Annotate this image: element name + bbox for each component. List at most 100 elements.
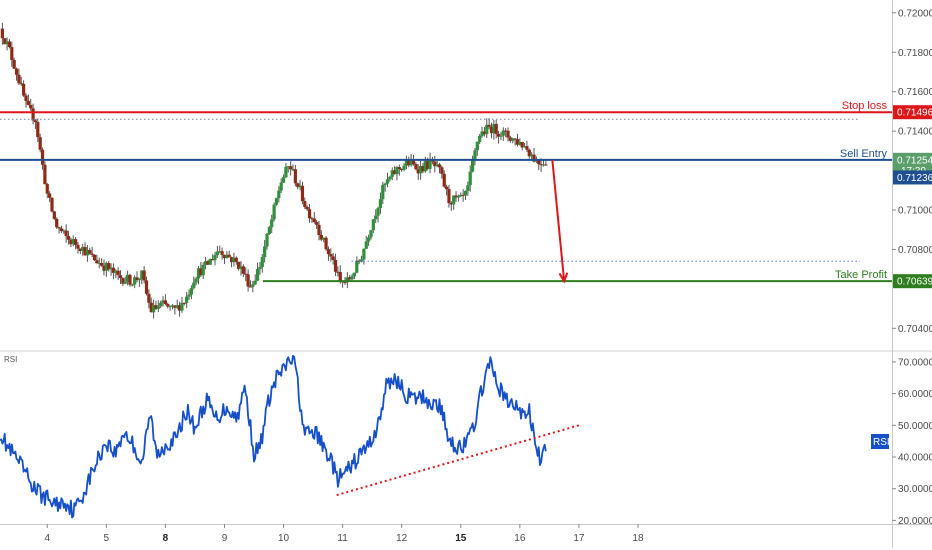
candle <box>281 174 286 183</box>
candle-body <box>185 296 189 303</box>
candle-body <box>456 196 461 198</box>
candle <box>305 205 309 211</box>
candle <box>333 253 338 276</box>
candle <box>456 194 461 202</box>
candle-body <box>118 275 123 279</box>
candle <box>525 140 529 153</box>
candle-body <box>504 130 508 132</box>
rsi-y-tick-label: 60.0000 <box>898 389 932 400</box>
candle-body <box>357 260 361 262</box>
candle <box>518 138 522 146</box>
candle-body <box>348 277 352 280</box>
rsi-y-tick-label: 40.0000 <box>898 453 932 464</box>
candle-body <box>90 253 94 255</box>
x-tick-label: 5 <box>104 533 110 544</box>
candle-body <box>246 274 250 287</box>
candle-body <box>352 272 357 277</box>
candle <box>45 182 49 199</box>
candle <box>62 229 66 234</box>
candle-body <box>544 164 548 166</box>
candle <box>350 273 354 280</box>
candle-body <box>440 167 444 174</box>
rsi-badge: RSI <box>871 434 890 449</box>
candle <box>135 271 139 283</box>
candle-body <box>43 164 47 185</box>
candle <box>492 119 496 140</box>
candle <box>466 181 470 196</box>
sell-arrow <box>551 159 569 284</box>
candle <box>201 262 205 279</box>
candle <box>530 152 534 160</box>
candle-body <box>62 230 66 232</box>
candle <box>187 289 191 300</box>
candle <box>329 248 333 262</box>
candle-body <box>213 255 217 261</box>
candle <box>137 278 142 287</box>
candle <box>241 264 245 277</box>
candle-body <box>435 164 439 167</box>
candle <box>43 161 47 185</box>
candle <box>59 225 64 234</box>
candle <box>504 128 508 138</box>
candle <box>291 164 295 172</box>
candle-body <box>534 160 538 162</box>
candle-body <box>263 246 267 258</box>
candle <box>255 262 260 282</box>
candle <box>307 203 312 223</box>
candle-body <box>0 28 4 39</box>
candle-body <box>83 246 87 256</box>
x-tick-label: 18 <box>632 533 644 544</box>
candle <box>258 261 262 275</box>
candle <box>421 162 425 174</box>
candle-body <box>19 83 23 85</box>
candle-body <box>74 239 78 245</box>
candle <box>33 119 38 129</box>
profit-price-badge-text: 0.70639 <box>897 277 932 288</box>
rsi-pane: RSI RSI <box>0 354 890 519</box>
candle <box>289 161 293 176</box>
candle-body <box>511 138 515 141</box>
candle <box>454 191 458 202</box>
candle-body <box>48 193 52 198</box>
sell-arrow-shaft <box>551 159 566 282</box>
candle <box>64 224 68 243</box>
candle-body <box>258 267 262 270</box>
candle <box>473 147 477 166</box>
candle <box>367 234 371 246</box>
candle-body <box>177 305 182 311</box>
candle-body <box>137 279 142 281</box>
candle <box>123 276 127 285</box>
candle <box>237 261 241 271</box>
candle <box>494 119 498 139</box>
candle-body <box>281 177 286 183</box>
candle-body <box>378 199 383 209</box>
candle-body <box>426 161 430 169</box>
stop-price-badge-bg <box>893 105 932 120</box>
candle-body <box>123 281 127 284</box>
candle-body <box>388 176 392 180</box>
rsi-y-tick-label: 20.0000 <box>898 516 932 527</box>
candle-body <box>317 224 321 235</box>
candle <box>133 275 137 289</box>
candle-body <box>241 266 245 274</box>
candle-body <box>322 237 326 240</box>
candle-body <box>541 164 546 166</box>
candle <box>95 254 99 264</box>
candle-body <box>537 160 541 165</box>
candle <box>272 202 276 222</box>
candle <box>192 276 196 290</box>
candle <box>270 214 274 234</box>
candle <box>29 98 33 111</box>
candle-body <box>298 185 302 188</box>
candle-body <box>303 201 307 207</box>
candle-body <box>229 257 234 263</box>
candle <box>482 126 486 137</box>
candle <box>298 179 302 191</box>
candle-body <box>69 239 73 245</box>
candle-body <box>182 302 186 304</box>
candle-body <box>333 260 338 272</box>
candle-body <box>187 294 191 297</box>
candle <box>213 252 217 266</box>
candle <box>397 164 401 176</box>
